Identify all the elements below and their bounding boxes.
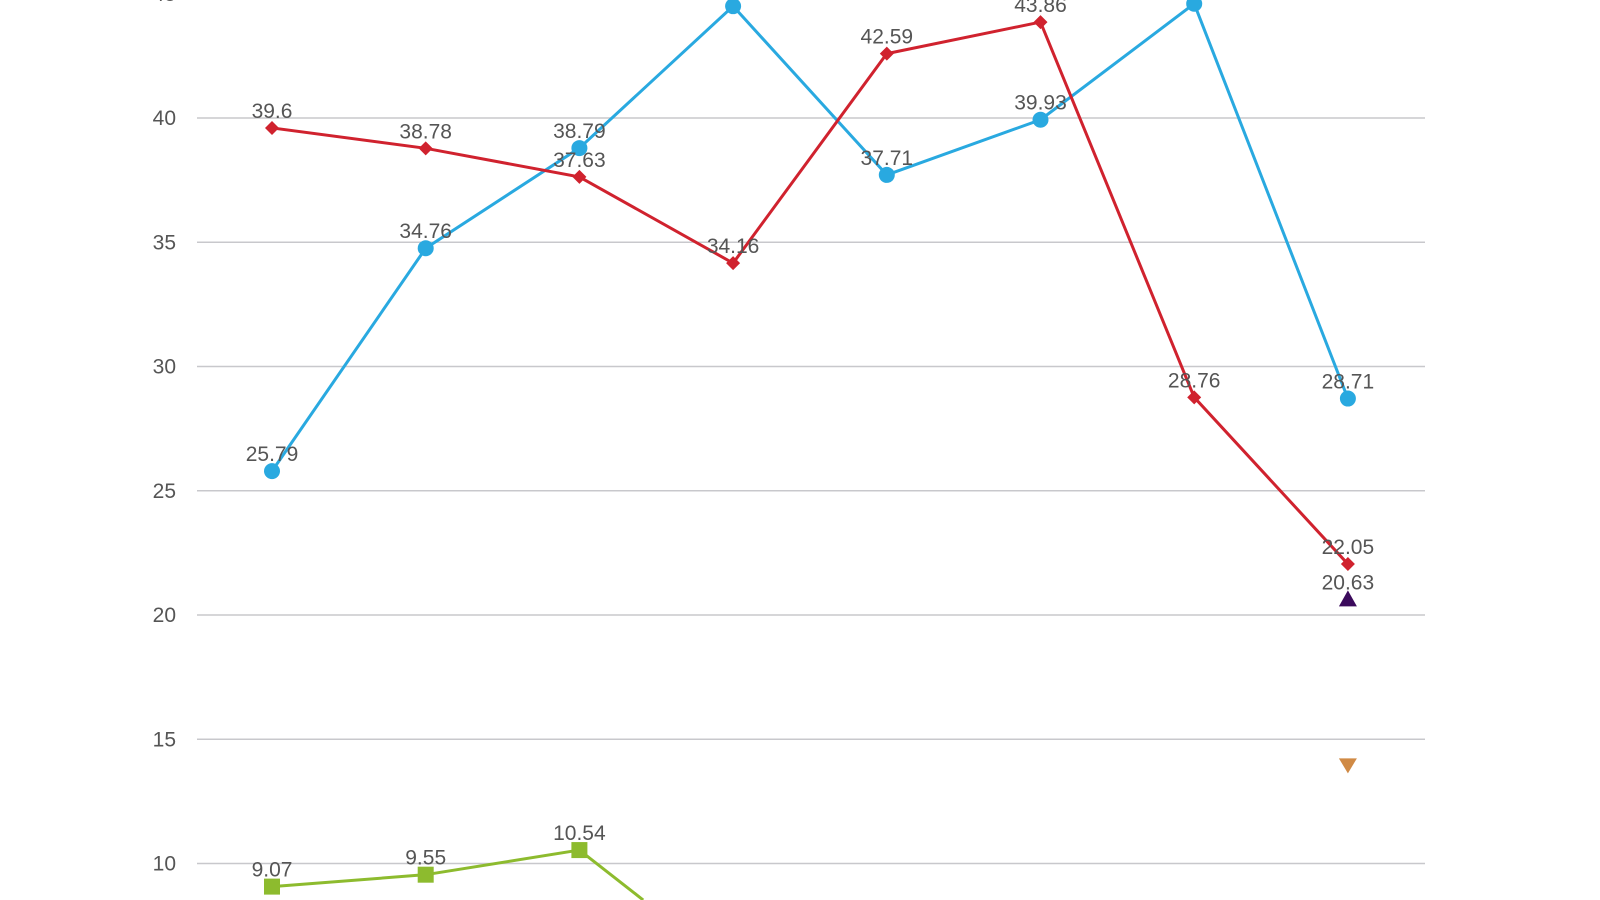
data-labels: 25.79 34.76 38.79 37.71 39.93 28.71 39.6 38.78 3… <box>246 0 1374 882</box>
data-label: 9.07 <box>252 859 293 882</box>
data-point <box>726 256 741 271</box>
data-label: 37.71 <box>861 147 914 170</box>
data-point <box>265 120 279 135</box>
data-point <box>417 240 434 257</box>
data-label: 38.78 <box>399 120 452 143</box>
data-point <box>571 140 588 157</box>
data-point <box>571 842 588 859</box>
data-point <box>1339 390 1356 407</box>
data-label: 38.79 <box>553 120 606 143</box>
series-circle <box>264 0 1356 480</box>
data-point <box>1186 0 1203 12</box>
y-tick-label: 30 <box>153 356 176 379</box>
data-label: 39.93 <box>1014 92 1067 115</box>
series-square <box>264 842 645 900</box>
y-tick-label: 40 <box>153 107 176 130</box>
data-label: 39.6 <box>252 100 293 123</box>
series-line <box>271 848 645 900</box>
series-group <box>264 0 1357 900</box>
series-line <box>270 1 1350 472</box>
data-label: 37.63 <box>553 149 606 172</box>
series-diamond <box>265 15 1355 572</box>
y-tick-label: 25 <box>153 480 176 503</box>
data-point <box>418 141 433 156</box>
data-label: 42.59 <box>861 26 914 49</box>
y-tick-label: 20 <box>153 604 176 627</box>
y-tick-label: 45 <box>153 0 176 6</box>
data-label: 28.71 <box>1322 371 1375 394</box>
data-point <box>264 878 280 895</box>
data-label: 22.05 <box>1322 536 1375 559</box>
data-point <box>417 866 434 883</box>
data-point <box>725 0 742 15</box>
data-point <box>879 46 894 61</box>
data-point <box>1340 557 1355 572</box>
data-point <box>1187 390 1202 405</box>
series-triangle-up <box>1338 590 1357 607</box>
data-point <box>572 169 587 184</box>
data-label: 34.16 <box>707 235 760 258</box>
y-axis-ticks: 10 15 20 25 30 35 40 45 <box>153 0 176 876</box>
gridlines <box>197 117 1425 865</box>
data-label: 34.76 <box>399 220 452 243</box>
data-label: 25.79 <box>246 443 299 466</box>
series-triangle-down <box>1338 758 1357 774</box>
data-point <box>1338 590 1357 607</box>
series-line <box>271 20 1350 566</box>
y-tick-label: 15 <box>153 728 176 751</box>
data-point <box>1033 15 1048 30</box>
data-label: 43.86 <box>1014 0 1067 17</box>
data-point <box>1338 758 1357 774</box>
data-point <box>1032 111 1049 128</box>
data-label: 10.54 <box>553 822 606 845</box>
data-label: 28.76 <box>1168 369 1221 392</box>
data-label: 9.55 <box>405 847 446 870</box>
y-tick-label: 35 <box>153 231 176 254</box>
data-label: 20.63 <box>1322 571 1375 594</box>
data-point <box>264 463 280 480</box>
y-tick-label: 10 <box>153 853 176 876</box>
data-point <box>878 166 895 183</box>
